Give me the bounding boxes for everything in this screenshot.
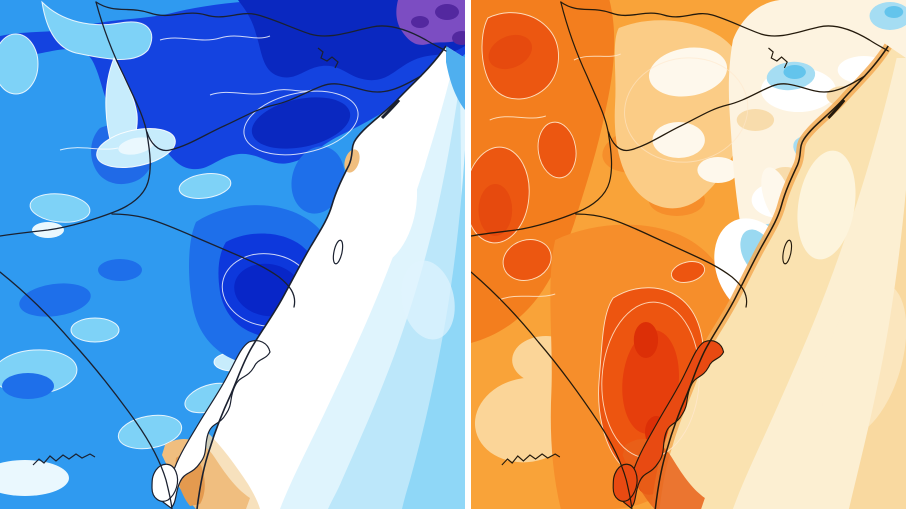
cold-purple-dark-spots <box>411 4 465 45</box>
warm-lagoa-mirim <box>501 47 788 466</box>
cold-coastline <box>196 45 447 509</box>
cold-ocean <box>197 46 465 509</box>
warm-state-borders <box>471 1 889 509</box>
warm-lagoa-dos-patos <box>612 340 725 509</box>
cold-white-cores <box>0 137 154 496</box>
panel-divider <box>465 0 471 509</box>
warm-map <box>471 0 906 509</box>
cold-lagoa-mirim <box>32 47 339 466</box>
cold-lagoa-dos-patos <box>151 340 271 509</box>
cold-state-borders <box>0 1 447 509</box>
cold-contour-accents <box>59 35 359 327</box>
warm-map-panel <box>471 0 906 509</box>
warm-west-red-cores <box>478 34 533 236</box>
warm-coastline <box>654 45 889 509</box>
cold-cyan-patches <box>0 0 236 450</box>
cold-map-panel <box>0 0 465 509</box>
cold-map <box>0 0 465 509</box>
